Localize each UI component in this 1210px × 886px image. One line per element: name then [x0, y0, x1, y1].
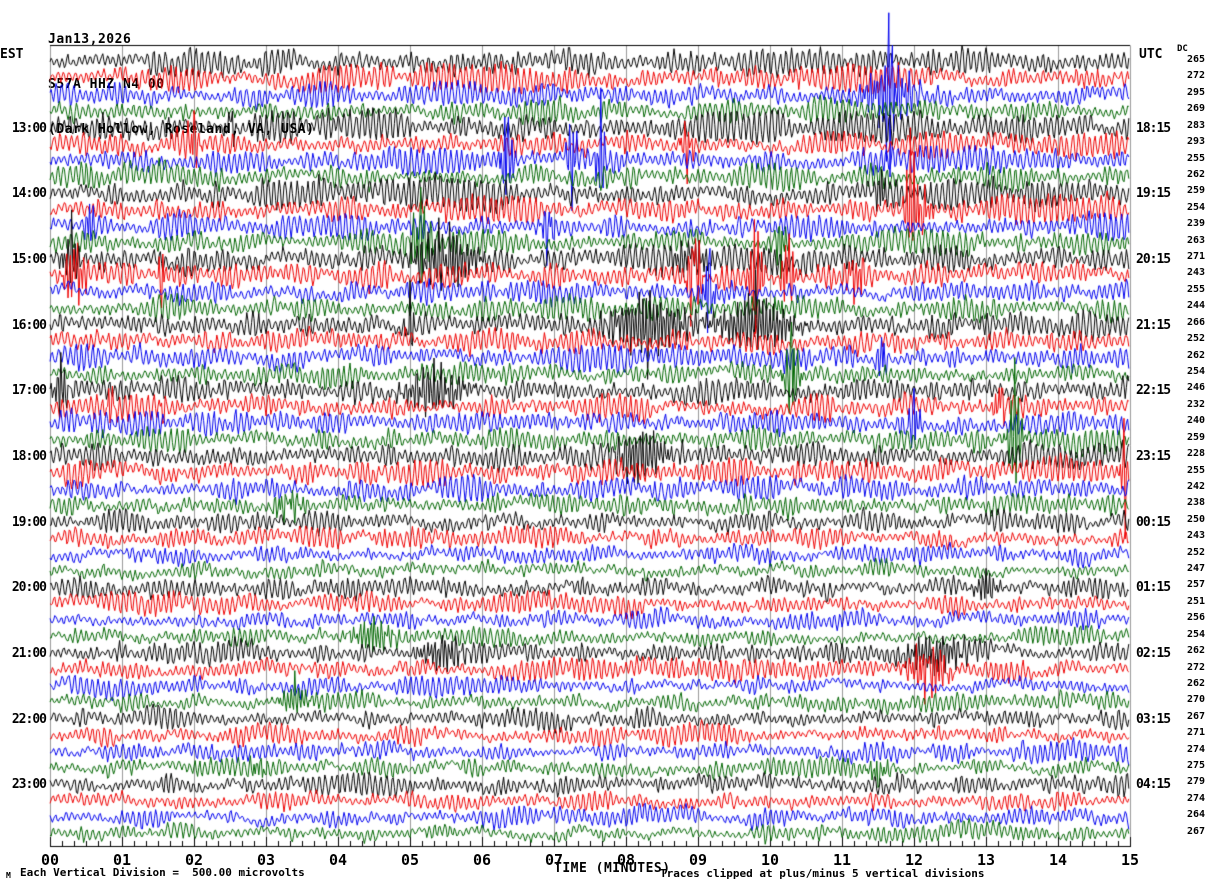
x-tick-label: 08 — [616, 851, 636, 869]
dc-value: 295 — [1186, 86, 1205, 98]
dc-value: 263 — [1186, 234, 1205, 246]
est-time-label: 16:00 — [11, 317, 47, 333]
dc-value: 254 — [1186, 365, 1205, 377]
dc-value: 259 — [1186, 185, 1205, 197]
dc-value: 267 — [1186, 710, 1205, 722]
dc-value: 252 — [1186, 333, 1205, 345]
utc-time-label: 01:15 — [1136, 580, 1171, 596]
dc-value: 293 — [1186, 136, 1205, 148]
est-time-label: 21:00 — [11, 646, 47, 662]
dc-value: 265 — [1186, 54, 1205, 65]
dc-value: 247 — [1186, 563, 1205, 575]
est-time-label: 15:00 — [11, 252, 47, 268]
dc-value: 283 — [1186, 119, 1205, 131]
utc-time-label: 19:15 — [1136, 186, 1171, 202]
x-tick-label: 13 — [976, 851, 996, 869]
utc-time-label: 18:15 — [1136, 120, 1171, 136]
dc-value: 255 — [1186, 283, 1205, 295]
dc-value: 232 — [1186, 398, 1205, 410]
x-tick-label: 10 — [760, 851, 780, 869]
dc-value: 259 — [1186, 431, 1205, 443]
dc-value: 270 — [1186, 694, 1205, 706]
x-tick-label: 15 — [1120, 851, 1140, 869]
est-time-label: 23:00 — [11, 777, 47, 793]
x-tick-label: 04 — [328, 851, 348, 869]
est-time-label: 19:00 — [11, 514, 47, 530]
dc-value: 271 — [1186, 727, 1205, 739]
dc-value: 228 — [1186, 448, 1205, 460]
corner-mark: M — [6, 871, 11, 880]
utc-time-label: 21:15 — [1136, 317, 1171, 333]
utc-time-label: 02:15 — [1136, 646, 1171, 662]
x-tick-label: 11 — [832, 851, 852, 869]
utc-time-label: 20:15 — [1136, 252, 1171, 268]
x-tick-label: 03 — [256, 851, 276, 869]
x-tick-label: 05 — [400, 851, 420, 869]
est-time-label: 17:00 — [11, 383, 47, 399]
x-tick-label: 02 — [184, 851, 204, 869]
dc-value: 255 — [1186, 152, 1205, 164]
vertical-division-note: Each Vertical Division = 500.00 microvol… — [20, 866, 305, 879]
dc-value: 239 — [1186, 218, 1205, 230]
dc-value: 264 — [1186, 809, 1205, 821]
utc-time-label: 00:15 — [1136, 514, 1171, 530]
dc-value: 266 — [1186, 316, 1205, 328]
x-tick-label: 09 — [688, 851, 708, 869]
dc-value: 255 — [1186, 464, 1205, 476]
dc-value: 262 — [1186, 168, 1205, 180]
utc-time-label: 03:15 — [1136, 711, 1171, 727]
dc-value: 254 — [1186, 201, 1205, 213]
est-time-label: 18:00 — [11, 449, 47, 465]
dc-value: 240 — [1186, 415, 1205, 427]
est-time-label: 22:00 — [11, 711, 47, 727]
dc-value: 262 — [1186, 645, 1205, 657]
x-tick-label: 14 — [1048, 851, 1068, 869]
utc-time-label: 04:15 — [1136, 777, 1171, 793]
x-tick-label: 06 — [472, 851, 492, 869]
dc-value: 246 — [1186, 382, 1205, 394]
dc-value: 251 — [1186, 595, 1205, 607]
dc-value: 269 — [1186, 103, 1205, 115]
est-time-label: 14:00 — [11, 186, 47, 202]
dc-value: 262 — [1186, 677, 1205, 689]
dc-value: 274 — [1186, 792, 1205, 804]
dc-value: 244 — [1186, 300, 1205, 312]
x-tick-label: 01 — [112, 851, 132, 869]
dc-value: 254 — [1186, 628, 1205, 640]
dc-value: 256 — [1186, 612, 1205, 624]
dc-value: 242 — [1186, 480, 1205, 492]
dc-value: 262 — [1186, 349, 1205, 361]
x-axis-title: TIME (MINUTES) — [554, 861, 671, 876]
dc-value: 279 — [1186, 776, 1205, 788]
x-tick-label: 00 — [40, 851, 60, 869]
dc-value: 275 — [1186, 760, 1205, 772]
dc-value: 274 — [1186, 743, 1205, 755]
dc-value: 250 — [1186, 513, 1205, 525]
est-time-label: 20:00 — [11, 580, 47, 596]
dc-value: 238 — [1186, 497, 1205, 509]
dc-value: 243 — [1186, 530, 1205, 542]
est-time-label: 13:00 — [11, 120, 47, 136]
dc-value: 267 — [1186, 825, 1205, 837]
utc-time-label: 22:15 — [1136, 383, 1171, 399]
dc-value: 252 — [1186, 546, 1205, 558]
dc-value: 257 — [1186, 579, 1205, 591]
x-tick-label: 12 — [904, 851, 924, 869]
clipping-note: Traces clipped at plus/minus 5 vertical … — [660, 867, 985, 880]
dc-value: 271 — [1186, 251, 1205, 263]
x-tick-label: 07 — [544, 851, 564, 869]
dc-value: 272 — [1186, 661, 1205, 673]
dc-value: 243 — [1186, 267, 1205, 279]
dc-value: 272 — [1186, 70, 1205, 82]
utc-time-label: 23:15 — [1136, 449, 1171, 465]
